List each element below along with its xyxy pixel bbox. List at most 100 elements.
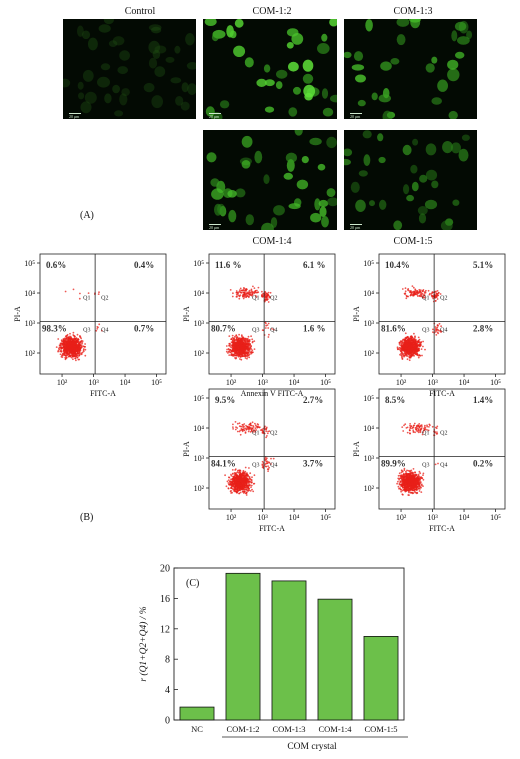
event-dot <box>417 473 420 476</box>
event-dot <box>409 469 411 472</box>
event-dot <box>57 349 60 352</box>
cell <box>180 101 190 111</box>
event-dot <box>231 334 234 337</box>
event-dot <box>233 476 235 479</box>
event-dot <box>409 354 412 357</box>
event-dot <box>227 482 230 484</box>
event-dot <box>80 346 83 349</box>
event-dot <box>79 292 81 295</box>
event-dot <box>242 485 245 487</box>
event-dot <box>412 347 415 350</box>
event-dot <box>409 423 411 425</box>
event-dot <box>417 295 419 297</box>
event-dot <box>75 353 77 356</box>
q3-percent: 89.9% <box>381 459 406 469</box>
event-dot <box>413 332 415 335</box>
x-tick-label: COM-1:4 <box>318 724 352 734</box>
cell <box>241 160 251 169</box>
cell <box>355 199 366 212</box>
event-dot <box>419 354 422 357</box>
event-dot <box>233 490 236 493</box>
event-dot <box>242 490 244 493</box>
event-dot <box>60 350 63 353</box>
event-dot <box>437 294 440 297</box>
cell <box>256 78 267 87</box>
event-dot <box>408 480 411 483</box>
event-dot <box>252 431 255 433</box>
event-dot <box>68 349 70 352</box>
event-dot <box>404 332 407 335</box>
q4-percent: 1.6 % <box>303 324 326 334</box>
event-dot <box>427 429 430 432</box>
event-dot <box>254 294 257 297</box>
event-dot <box>240 342 243 345</box>
x-tick-label: 10³ <box>427 513 438 522</box>
cell <box>304 92 313 101</box>
event-dot <box>412 286 415 289</box>
event-dot <box>249 431 252 433</box>
event-dot <box>230 490 232 492</box>
event-dot <box>404 483 406 486</box>
flow-x-axis-label: Annexin V FITC-A <box>241 389 304 398</box>
event-dot <box>70 338 73 340</box>
cell <box>318 199 329 208</box>
event-dot <box>403 472 405 475</box>
event-dot <box>245 296 247 299</box>
cell <box>121 88 130 97</box>
event-dot <box>419 479 421 482</box>
x-axis-group-label: COM crystal <box>287 742 337 752</box>
event-dot <box>227 479 230 481</box>
event-dot <box>58 348 61 351</box>
event-dot <box>412 468 415 470</box>
event-dot <box>269 291 272 294</box>
x-tick-label: 10² <box>57 378 68 387</box>
event-dot <box>236 491 238 494</box>
event-dot <box>416 345 419 348</box>
event-dot <box>251 488 253 491</box>
q2-percent: 5.1% <box>473 260 493 270</box>
event-dot <box>268 295 270 298</box>
event-dot <box>409 483 412 485</box>
event-dot <box>78 354 81 357</box>
event-dot <box>246 487 249 490</box>
event-dot <box>225 485 228 488</box>
event-dot <box>234 483 237 486</box>
cell <box>286 28 299 37</box>
micrograph-com14: 20 μm <box>203 130 337 230</box>
event-dot <box>69 348 72 350</box>
x-tick-label: 10⁴ <box>459 378 470 387</box>
cell <box>353 51 364 62</box>
title-com12-a: COM-1:2 <box>252 6 292 17</box>
event-dot <box>98 291 100 294</box>
event-dot <box>426 424 428 427</box>
flow-x-axis-label: FITC-A <box>259 524 285 533</box>
event-dot <box>228 476 231 479</box>
event-dot <box>409 486 412 489</box>
event-dot <box>434 426 437 429</box>
event-dot <box>246 425 249 428</box>
event-dot <box>229 480 232 483</box>
event-dot <box>60 347 63 350</box>
event-dot <box>406 477 409 480</box>
x-tick-label: 10⁴ <box>289 513 300 522</box>
cell <box>77 25 84 37</box>
event-dot <box>67 336 70 339</box>
cell <box>98 24 111 33</box>
cell <box>409 19 421 23</box>
event-dot <box>241 289 243 292</box>
event-dot <box>236 343 239 345</box>
y-tick-label: 10⁵ <box>193 259 204 268</box>
event-dot <box>398 341 401 344</box>
event-dot <box>239 429 242 432</box>
event-dot <box>239 433 242 436</box>
event-dot <box>248 356 251 359</box>
y-tick-label: 8 <box>165 655 170 666</box>
event-dot <box>235 480 238 482</box>
quadrant-name: Q2 <box>440 431 447 437</box>
q1-percent: 8.5% <box>385 395 405 405</box>
cell-layer <box>63 19 196 117</box>
event-dot <box>261 431 264 434</box>
y-tick-label: 12 <box>160 624 170 635</box>
event-dot <box>246 357 248 360</box>
y-tick-label: 10² <box>194 349 205 358</box>
